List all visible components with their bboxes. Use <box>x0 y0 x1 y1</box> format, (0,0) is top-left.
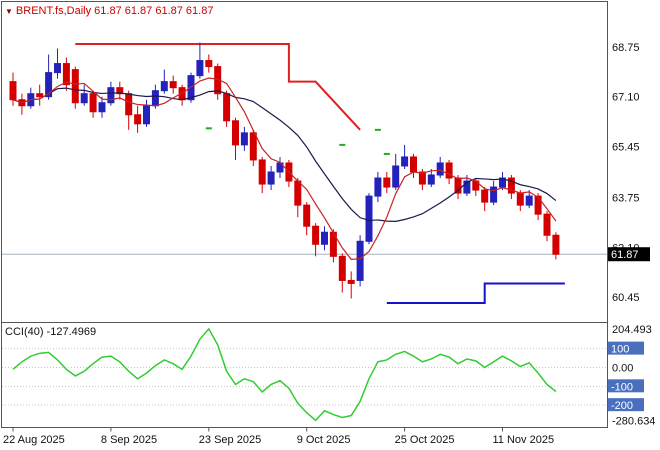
candle-body <box>116 87 124 95</box>
candles-layer <box>9 42 560 299</box>
date-axis-label: 8 Sep 2025 <box>101 434 157 446</box>
candle-body <box>374 177 382 197</box>
date-axis-label: 11 Nov 2025 <box>493 434 555 446</box>
candle-body <box>392 165 400 188</box>
upper-band-line <box>75 42 361 131</box>
candle-body <box>516 192 524 206</box>
cci-level-badge-text: 100 <box>611 344 629 356</box>
indicator-label: CCI(40) -127.4969 <box>5 326 97 338</box>
candle-body <box>98 102 106 113</box>
price-axis-label: 68.75 <box>612 42 640 54</box>
candle-body <box>54 63 61 74</box>
candle-body <box>312 225 320 245</box>
fast-ma-line <box>12 77 557 260</box>
candle-body <box>383 177 391 188</box>
candle-body <box>481 189 489 203</box>
candle-body <box>205 60 213 68</box>
cci-level-badge <box>608 341 644 355</box>
symbol-timeframe-label: BRENT.fs,Daily <box>15 5 92 17</box>
candle-body <box>151 90 159 107</box>
cci-line <box>12 327 557 422</box>
date-axis-label: 23 Sep 2025 <box>199 434 261 446</box>
ohlc-values: 61.87 61.87 61.87 61.87 <box>94 5 214 17</box>
price-axis-label: 65.45 <box>612 141 640 153</box>
cci-level-badge-text: -200 <box>611 400 633 412</box>
date-axis-label: 25 Oct 2025 <box>395 434 455 446</box>
price-axis-label: 67.10 <box>612 92 640 104</box>
candle-body <box>45 72 53 98</box>
candle-body <box>356 240 364 281</box>
candle-body <box>258 159 266 185</box>
candle-body <box>134 114 142 125</box>
candle-body <box>303 204 311 227</box>
current-price-badge-text: 61.87 <box>611 249 639 261</box>
candle-body <box>365 195 373 242</box>
candle-body <box>347 279 355 284</box>
candle-body <box>107 87 115 104</box>
candle-body <box>534 195 542 215</box>
candle-body <box>410 156 417 173</box>
candle-body <box>232 120 239 146</box>
candle-body <box>169 81 177 89</box>
candle-body <box>436 162 444 176</box>
candle-body <box>249 132 257 161</box>
candle-body <box>36 93 44 98</box>
candle-body <box>463 180 471 194</box>
candle-body <box>507 177 515 194</box>
candle-body <box>62 63 70 86</box>
candle-body <box>321 231 328 245</box>
candle-body <box>552 234 560 255</box>
candle-body <box>160 81 168 92</box>
cci-axis-label: 204.493 <box>612 324 652 336</box>
collapse-chart-icon[interactable]: ▼ <box>5 7 13 16</box>
candle-body <box>401 156 409 167</box>
candle-body <box>223 93 231 122</box>
cci-axis-label: 0.00 <box>612 362 633 374</box>
candle-body <box>445 162 453 179</box>
candle-body <box>143 105 150 125</box>
candle-body <box>294 180 302 206</box>
candle-body <box>267 171 275 185</box>
date-axis-label: 22 Aug 2025 <box>3 434 65 446</box>
candle-body <box>490 186 498 203</box>
candle-body <box>89 93 97 113</box>
candle-body <box>125 93 133 116</box>
candle-body <box>525 195 533 206</box>
cci-level-badge <box>608 379 644 393</box>
current-price-badge <box>608 247 650 262</box>
candle-body <box>240 132 248 146</box>
candle-body <box>418 171 426 185</box>
cci-level-badge-text: -100 <box>611 381 633 393</box>
candle-body <box>427 174 435 185</box>
date-axis-label: 9 Oct 2025 <box>297 434 351 446</box>
candle-body <box>543 213 551 236</box>
slow-ma-line <box>12 87 557 222</box>
price-axis-label: 60.45 <box>612 292 640 304</box>
candle-body <box>80 93 88 104</box>
price-axis-label: 63.75 <box>612 193 640 205</box>
lower-band-line <box>386 282 565 305</box>
candle-body <box>338 255 346 281</box>
candle-body <box>71 69 79 104</box>
cci-level-badge <box>608 398 644 412</box>
cci-axis-label: -280.634 <box>612 415 655 427</box>
chart-title-bar: ▼ BRENT.fs,Daily 61.87 61.87 61.87 61.87 <box>5 5 213 17</box>
chart-border <box>1 1 608 428</box>
candle-body <box>196 60 204 77</box>
candle-body <box>9 81 17 101</box>
